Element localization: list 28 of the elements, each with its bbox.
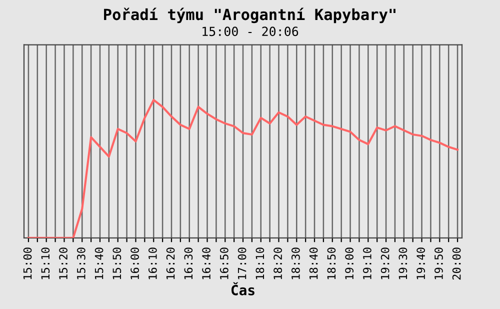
x-tick-label: 18:10 <box>256 248 264 280</box>
x-tick-label: 18:20 <box>274 248 282 280</box>
x-tick-label: 16:50 <box>220 248 228 280</box>
x-tick-label: 16:30 <box>184 248 193 280</box>
x-tick-label: 19:40 <box>416 248 426 280</box>
x-tick-label: 15:10 <box>41 248 50 280</box>
chart-subtitle: 15:00 - 20:06 <box>202 26 298 36</box>
x-tick-label: 16:20 <box>166 248 175 280</box>
x-tick-label: 19:30 <box>398 248 408 280</box>
x-tick-label: 19:20 <box>380 248 390 280</box>
x-tick-label: 15:30 <box>76 248 86 280</box>
x-tick-label: 18:50 <box>327 248 336 280</box>
x-tick-label: 15:40 <box>94 248 104 280</box>
x-tick-label: 20:00 <box>452 248 461 280</box>
chart-title: Pořadí týmu "Arogantní Kapybary" <box>104 8 396 24</box>
x-tick-label: 16:10 <box>148 248 157 280</box>
x-tick-label: 19:10 <box>362 248 372 280</box>
x-tick-label: 16:40 <box>202 248 210 280</box>
x-tick-label: 16:00 <box>130 248 139 280</box>
x-tick-label: 19:50 <box>434 248 443 280</box>
x-tick-label: 15:00 <box>23 248 32 280</box>
x-tick-label: 18:30 <box>291 248 300 280</box>
x-tick-label: 15:20 <box>59 248 68 280</box>
x-axis-title: Čas <box>231 282 254 296</box>
x-tick-label: 17:00 <box>238 248 246 280</box>
x-tick-label: 15:50 <box>112 248 122 280</box>
x-tick-label: 19:00 <box>345 248 354 280</box>
x-tick-label: 18:40 <box>309 248 318 280</box>
